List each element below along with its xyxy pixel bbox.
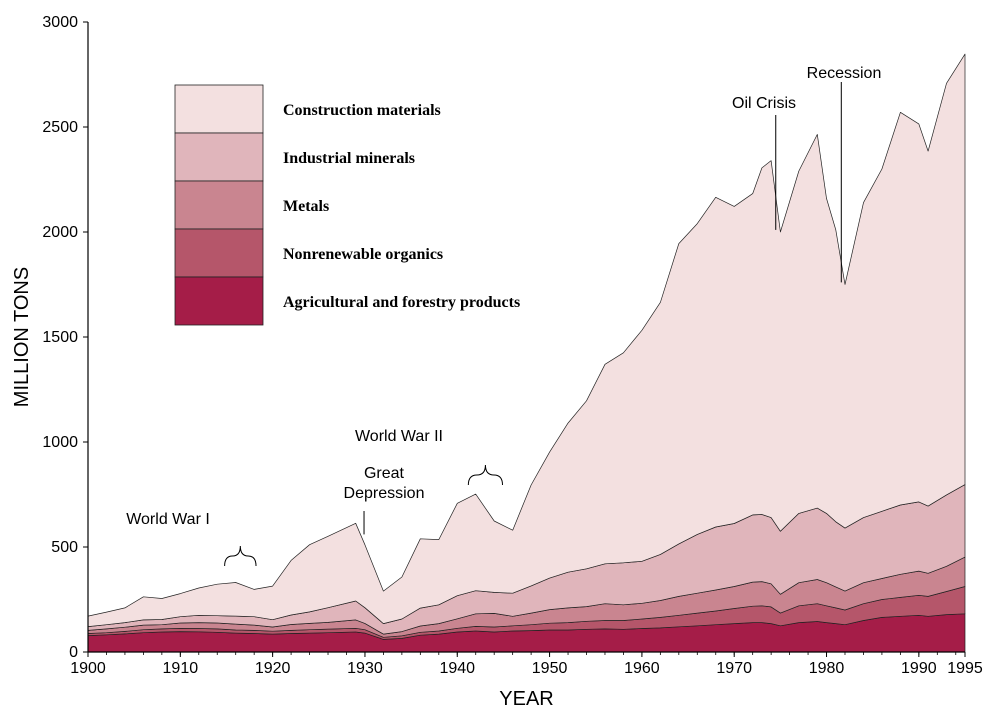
legend-swatch xyxy=(174,180,264,230)
axes: 1900 1910 1920 1930 1940 1950 1960 1970 1980 1990… xyxy=(11,14,983,710)
x-tick-label: 1900 xyxy=(70,660,106,677)
x-axis-title: YEAR xyxy=(499,688,553,710)
x-tick-label: 1920 xyxy=(255,660,291,677)
y-tick-label: 0 xyxy=(69,644,78,661)
x-tick-label: 1995 xyxy=(947,660,983,677)
y-tick-label: 3000 xyxy=(42,14,78,31)
y-axis-title: MILLION TONS xyxy=(11,267,33,407)
y-tick-label: 500 xyxy=(51,539,78,556)
x-ticks: 1900 1910 1920 1930 1940 1950 1960 1970 1980 1990… xyxy=(70,652,983,677)
annotation-world-war-2: World War II xyxy=(355,428,443,445)
legend-swatch xyxy=(174,276,264,326)
y-tick-label: 2500 xyxy=(42,119,78,136)
x-tick-label: 1940 xyxy=(439,660,475,677)
legend-swatch xyxy=(174,132,264,182)
x-tick-label: 1950 xyxy=(532,660,568,677)
legend-swatch xyxy=(174,228,264,278)
x-tick-label: 1910 xyxy=(163,660,199,677)
x-tick-label: 1930 xyxy=(347,660,383,677)
y-ticks: 0 500 1000 1500 2000 2500 3000 xyxy=(42,14,88,661)
legend-label: Construction materials xyxy=(283,102,441,119)
x-tick-label: 1970 xyxy=(716,660,752,677)
annotation-recession: Recession xyxy=(807,65,882,82)
x-tick-label: 1990 xyxy=(901,660,937,677)
x-tick-label: 1980 xyxy=(809,660,845,677)
area-series-4 xyxy=(87,53,966,627)
world-war-2-brace xyxy=(467,464,503,486)
x-tick-label: 1960 xyxy=(624,660,660,677)
annotation-great-depression: Great Depression xyxy=(344,465,425,502)
legend-label: Nonrenewable organics xyxy=(283,246,443,263)
legend-label: Agricultural and forestry products xyxy=(283,294,520,311)
y-tick-label: 2000 xyxy=(42,224,78,241)
annotation-world-war-1: World War I xyxy=(126,511,210,528)
y-tick-label: 1000 xyxy=(42,434,78,451)
world-war-1-brace xyxy=(224,545,257,567)
legend-label: Metals xyxy=(283,198,329,215)
y-tick-label: 1500 xyxy=(42,329,78,346)
annotation-oil-crisis: Oil Crisis xyxy=(732,95,796,112)
legend-label: Industrial minerals xyxy=(283,150,415,167)
legend: Construction materials Industrial mineral… xyxy=(174,84,520,326)
annotations: World War I Great Depression World War II Oi… xyxy=(126,65,882,567)
legend-swatch xyxy=(174,84,264,134)
area-layers xyxy=(87,53,966,653)
